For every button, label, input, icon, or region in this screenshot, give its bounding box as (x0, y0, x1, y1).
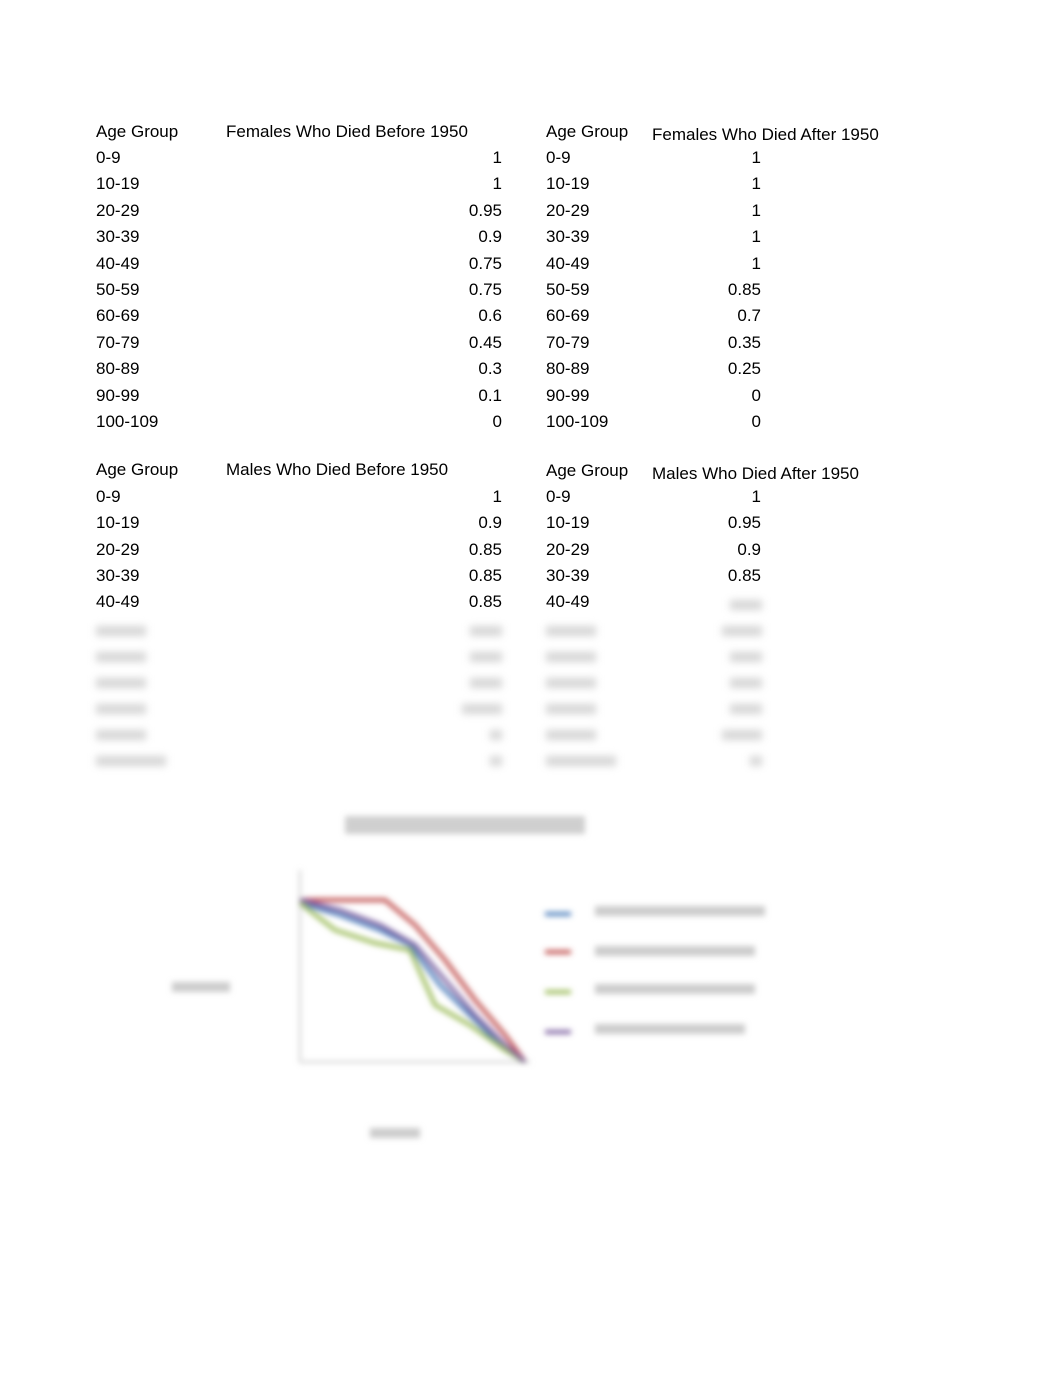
age-group: 100-109 (96, 412, 159, 431)
age-group: 10-19 (96, 513, 140, 533)
column-header: Males Who Died After 1950 (652, 464, 859, 483)
cell-value: 0.85 (727, 565, 761, 585)
cell-value: 0.9 (478, 227, 502, 247)
age-group: 90-99 (546, 385, 590, 405)
cell-value: 0 (492, 412, 502, 431)
age-group: 20-29 (546, 200, 590, 220)
blurred-chart (172, 816, 765, 1138)
age-group: 90-99 (96, 385, 140, 405)
age-group: 30-39 (546, 227, 590, 247)
cell-value: 0.85 (468, 539, 502, 559)
age-group: 10-19 (96, 174, 140, 194)
age-group: 50-59 (546, 280, 590, 299)
age-group: 60-69 (546, 306, 590, 326)
column-header: Age Group (96, 122, 179, 141)
cell-value: 1 (492, 148, 502, 167)
cell-value: 0.95 (468, 200, 502, 220)
age-group: 70-79 (96, 332, 140, 352)
cell-value: 0.95 (727, 513, 761, 533)
cell-value: 1 (751, 200, 761, 220)
column-header: Females Who Died After 1950 (652, 125, 879, 144)
age-group: 50-59 (96, 280, 140, 299)
cell-value: 0.6 (478, 306, 502, 326)
cell-value: 1 (751, 253, 761, 273)
cell-value: 0.7 (737, 306, 761, 326)
column-header: Age Group (546, 461, 629, 480)
column-header: Age Group (546, 122, 629, 141)
cell-value: 1 (751, 487, 761, 506)
column-header: Females Who Died Before 1950 (226, 122, 468, 141)
age-group: 10-19 (546, 513, 590, 533)
cell-value: 1 (751, 174, 761, 194)
age-group: 0-9 (546, 148, 571, 167)
age-group: 60-69 (96, 306, 140, 326)
age-group: 0-9 (96, 487, 121, 506)
cell-value: 0.75 (468, 253, 502, 273)
column-header: Males Who Died Before 1950 (226, 460, 449, 479)
age-group: 30-39 (96, 227, 140, 247)
cell-value: 0.85 (468, 592, 502, 612)
age-group: 80-89 (546, 359, 590, 379)
cell-value: 0.85 (468, 565, 502, 585)
column-header: Age Group (96, 460, 179, 479)
age-group: 40-49 (546, 592, 590, 612)
cell-value: 1 (492, 174, 502, 194)
cell-value: 0.85 (727, 280, 761, 299)
cell-value: 0.45 (468, 332, 502, 352)
age-group: 20-29 (96, 200, 140, 220)
age-group: 0-9 (546, 487, 571, 506)
cell-value: 0.3 (478, 359, 502, 379)
cell-value: 1 (751, 148, 761, 167)
age-group: 100-109 (546, 412, 609, 431)
age-group: 20-29 (546, 539, 590, 559)
age-group: 70-79 (546, 332, 590, 352)
age-group: 40-49 (96, 253, 140, 273)
age-group: 30-39 (546, 565, 590, 585)
cell-value: 0.75 (468, 280, 502, 299)
age-group: 40-49 (546, 253, 590, 273)
age-group: 40-49 (96, 592, 140, 612)
cell-value: 0 (751, 412, 761, 431)
age-group: 80-89 (96, 359, 140, 379)
cell-value: 0.1 (478, 385, 502, 405)
cell-value: 0.9 (478, 513, 502, 533)
age-group: 0-9 (96, 148, 121, 167)
cell-value: 0.35 (727, 332, 761, 352)
age-group: 10-19 (546, 174, 590, 194)
age-group: 20-29 (96, 539, 140, 559)
cell-value: 0 (751, 385, 761, 405)
cell-value: 0.25 (727, 359, 761, 379)
cell-value: 1 (751, 227, 761, 247)
cell-value: 0.9 (737, 539, 761, 559)
cell-value: 1 (492, 487, 502, 506)
age-group: 30-39 (96, 565, 140, 585)
